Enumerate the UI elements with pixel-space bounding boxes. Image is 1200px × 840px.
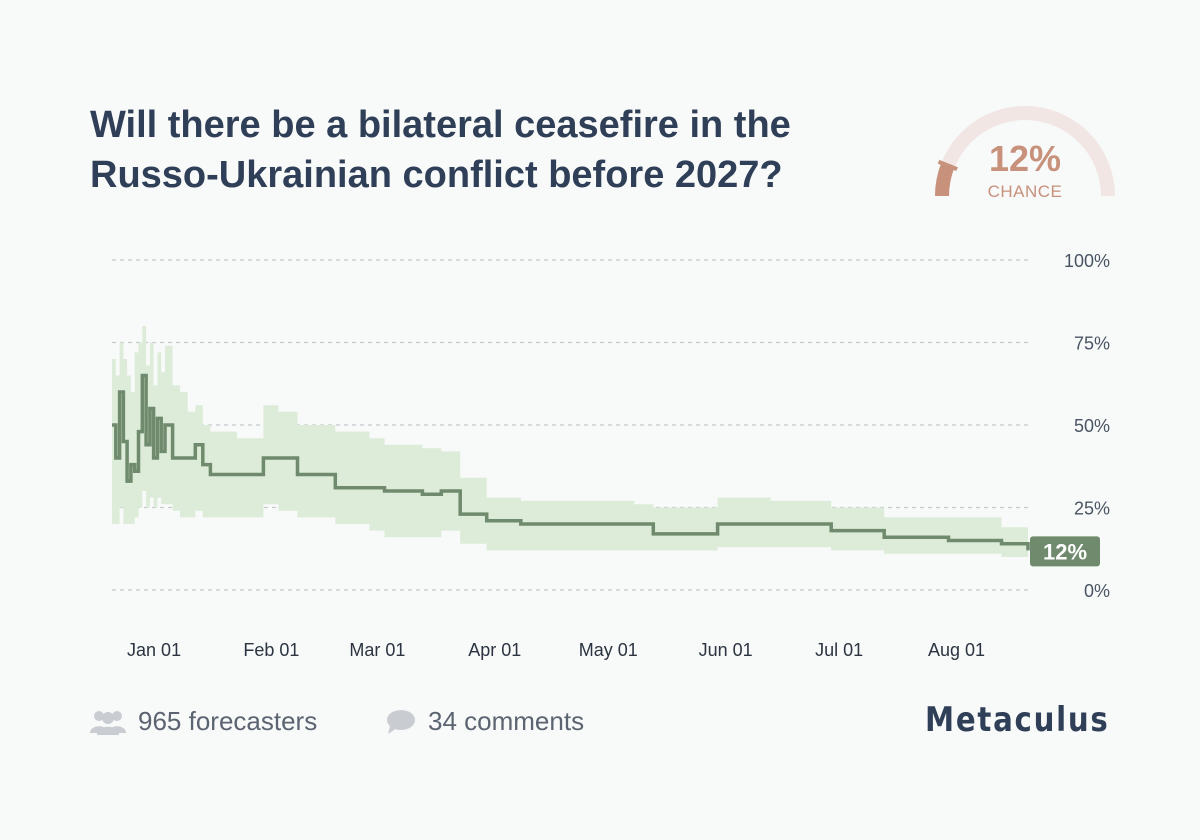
x-tick-label: Jul 01	[815, 640, 863, 660]
question-title-line-2: Russo-Ukrainian conflict before 2027?	[90, 154, 783, 196]
forecasters-count: 965 forecasters	[138, 706, 318, 736]
forecast-chart: 100% 75% 50% 25% 0% Jan 01 Feb 01 Mar 01 Apr 01 M…	[112, 251, 1110, 660]
median-line	[112, 373, 1030, 551]
comments-count: 34 comments	[428, 706, 585, 736]
y-tick-label: 50%	[1074, 416, 1110, 436]
x-tick-label: May 01	[579, 640, 638, 660]
gauge-label: CHANCE	[987, 182, 1063, 201]
metaculus-logo: Metaculus	[925, 700, 1110, 740]
comments-stat: 34 comments	[386, 706, 584, 737]
y-tick-label: 0%	[1084, 581, 1110, 601]
current-value-tag	[1030, 536, 1100, 567]
x-tick-label: Feb 01	[243, 640, 299, 660]
gauge-fill	[935, 162, 955, 197]
x-tick-label: Mar 01	[349, 640, 405, 660]
x-tick-label: Jun 01	[699, 640, 753, 660]
current-value-label: 12%	[1043, 539, 1087, 564]
comment-icon	[387, 709, 415, 734]
x-tick-label: Apr 01	[468, 640, 521, 660]
users-icon	[90, 710, 126, 735]
x-tick-label: Aug 01	[928, 640, 985, 660]
question-title-line-1: Will there be a bilateral ceasefire in t…	[90, 104, 791, 146]
y-tick-label: 25%	[1074, 499, 1110, 519]
gauge-value: 12%	[988, 138, 1062, 179]
gauge-marker	[937, 159, 958, 171]
y-tick-label: 100%	[1064, 251, 1110, 271]
confidence-band	[112, 326, 1028, 557]
x-tick-label: Jan 01	[127, 640, 181, 660]
question-title: Will there be a bilateral ceasefire in t…	[90, 100, 910, 200]
forecasters-stat: 965 forecasters	[90, 706, 317, 737]
y-tick-label: 75%	[1074, 334, 1110, 354]
chance-gauge	[935, 106, 1115, 197]
gauge-track	[935, 106, 1115, 197]
